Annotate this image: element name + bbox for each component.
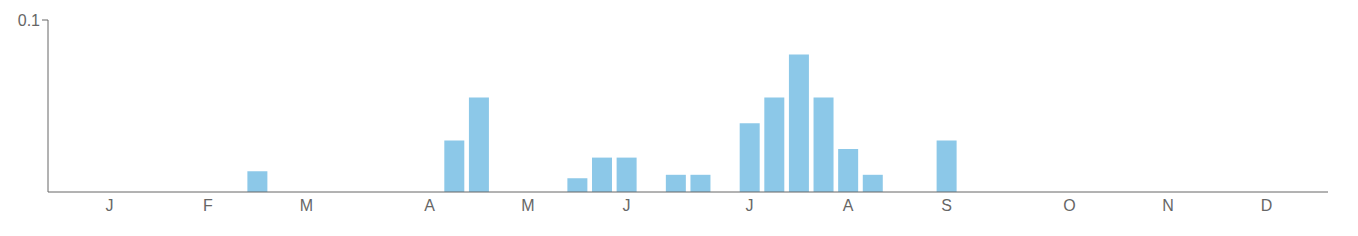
svg-text:J: J xyxy=(106,197,114,214)
svg-text:D: D xyxy=(1261,197,1273,214)
svg-text:J: J xyxy=(746,197,754,214)
svg-text:M: M xyxy=(521,197,534,214)
svg-text:M: M xyxy=(300,197,313,214)
svg-text:S: S xyxy=(941,197,952,214)
svg-text:N: N xyxy=(1162,197,1174,214)
svg-text:J: J xyxy=(622,197,630,214)
svg-text:A: A xyxy=(424,197,435,214)
svg-text:O: O xyxy=(1063,197,1075,214)
svg-text:A: A xyxy=(843,197,854,214)
svg-text:0.1: 0.1 xyxy=(18,12,40,29)
svg-text:F: F xyxy=(203,197,213,214)
